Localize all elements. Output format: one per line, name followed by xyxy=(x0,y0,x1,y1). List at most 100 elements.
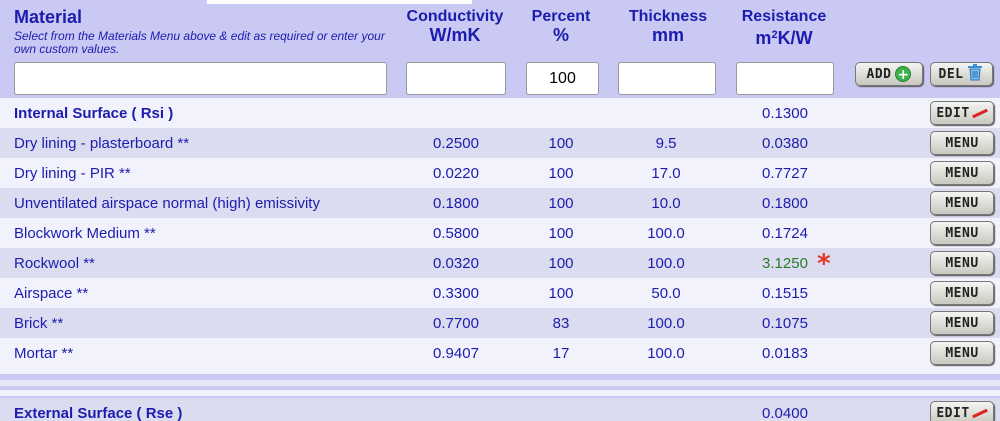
menu-label: MENU xyxy=(945,315,979,331)
table-row: Unventilated airspace normal (high) emis… xyxy=(0,188,1000,218)
layer-resistance: 3.1250 xyxy=(762,255,808,272)
add-button[interactable]: ADD + xyxy=(855,62,923,86)
layer-name: Brick ** xyxy=(14,315,64,332)
layer-resistance: 0.7727 xyxy=(762,165,808,182)
table-row: Dry lining - plasterboard ** 0.2500 100 9.5… xyxy=(0,128,1000,158)
resistance-unit-suffix: K/W xyxy=(777,28,813,48)
layer-resistance: 0.0380 xyxy=(762,135,808,152)
menu-button[interactable]: MENU xyxy=(930,281,994,305)
table-header: Material Select from the Materials Menu … xyxy=(0,0,1000,98)
layer-percent: 100 xyxy=(548,135,574,152)
percent-heading: Percent % xyxy=(520,7,602,45)
resistance-unit-prefix: m xyxy=(755,28,772,48)
layer-thickness: 10.0 xyxy=(651,195,681,212)
layer-thickness: 9.5 xyxy=(655,135,677,152)
external-surface-resistance: 0.0400 xyxy=(762,405,808,421)
layer-resistance: 0.0183 xyxy=(762,345,808,362)
layer-resistance: 0.1075 xyxy=(762,315,808,332)
layer-percent: 100 xyxy=(548,255,574,272)
menu-button[interactable]: MENU xyxy=(930,341,994,365)
layer-percent: 100 xyxy=(548,195,574,212)
layer-name: Airspace ** xyxy=(14,285,89,302)
add-label: ADD xyxy=(866,66,892,82)
delete-button[interactable]: DEL xyxy=(930,62,993,86)
menu-label: MENU xyxy=(945,345,979,361)
menu-label: MENU xyxy=(945,165,979,181)
internal-surface-row: Internal Surface ( Rsi ) 0.1300 EDIT xyxy=(0,98,1000,128)
table-spacer xyxy=(0,368,1000,398)
percent-label: Percent xyxy=(531,8,591,25)
thickness-input[interactable] xyxy=(618,62,716,95)
edit-label: EDIT xyxy=(936,105,970,121)
thickness-label: Thickness xyxy=(628,8,708,25)
menu-button[interactable]: MENU xyxy=(930,191,994,215)
layer-resistance: 0.1800 xyxy=(762,195,808,212)
menu-button[interactable]: MENU xyxy=(930,251,994,275)
layer-thickness: 100.0 xyxy=(647,255,685,272)
layer-conductivity: 0.5800 xyxy=(433,225,479,242)
material-heading: Material xyxy=(14,7,83,27)
menu-label: MENU xyxy=(945,195,979,211)
menu-label: MENU xyxy=(945,285,979,301)
layer-name: Mortar ** xyxy=(14,345,74,362)
material-name-input[interactable] xyxy=(14,62,387,95)
layer-thickness: 100.0 xyxy=(647,225,685,242)
menu-button[interactable]: MENU xyxy=(930,131,994,155)
table-row: Mortar ** 0.9407 17 100.0 0.0183 MENU xyxy=(0,338,1000,368)
layer-name: Blockwork Medium ** xyxy=(14,225,156,242)
layer-thickness: 50.0 xyxy=(651,285,681,302)
thickness-unit: mm xyxy=(651,25,684,45)
edit-button[interactable]: EDIT xyxy=(930,401,994,421)
table-row: Brick ** 0.7700 83 100.0 0.1075 MENU xyxy=(0,308,1000,338)
asterisk-icon: * xyxy=(817,249,831,279)
layer-conductivity: 0.9407 xyxy=(433,345,479,362)
conductivity-input[interactable] xyxy=(406,62,506,95)
resistance-unit: m2K/W xyxy=(734,26,834,48)
resistance-heading: Resistance m2K/W xyxy=(734,7,834,48)
layer-percent: 17 xyxy=(552,345,570,362)
spacer-line xyxy=(0,380,1000,386)
menu-label: MENU xyxy=(945,225,979,241)
layer-conductivity: 0.0220 xyxy=(433,165,479,182)
layer-conductivity: 0.3300 xyxy=(433,285,479,302)
layer-percent: 100 xyxy=(548,225,574,242)
menu-button[interactable]: MENU xyxy=(930,311,994,335)
table-row: Airspace ** 0.3300 100 50.0 0.1515 MENU xyxy=(0,278,1000,308)
plus-icon: + xyxy=(895,66,912,83)
layer-conductivity: 0.0320 xyxy=(433,255,479,272)
menu-button[interactable]: MENU xyxy=(930,161,994,185)
menu-label: MENU xyxy=(945,255,979,271)
table-row: Rockwool ** 0.0320 100 100.0 3.1250 * MENU xyxy=(0,248,1000,279)
layer-thickness: 17.0 xyxy=(651,165,681,182)
edit-button[interactable]: EDIT xyxy=(930,101,994,125)
layer-conductivity: 0.1800 xyxy=(433,195,479,212)
layer-name: Rockwool ** xyxy=(14,255,95,272)
layers-table: Internal Surface ( Rsi ) 0.1300 EDIT Dry… xyxy=(0,98,1000,421)
layer-percent: 100 xyxy=(548,165,574,182)
external-surface-name: External Surface ( Rse ) xyxy=(14,405,183,421)
del-label: DEL xyxy=(938,66,964,82)
layer-name: Dry lining - PIR ** xyxy=(14,165,131,182)
layer-thickness: 100.0 xyxy=(647,315,685,332)
menu-button[interactable]: MENU xyxy=(930,221,994,245)
layer-conductivity: 0.2500 xyxy=(433,135,479,152)
external-surface-row: External Surface ( Rse ) 0.0400 EDIT xyxy=(0,398,1000,421)
layer-resistance: 0.1724 xyxy=(762,225,808,242)
spacer-line xyxy=(0,390,1000,396)
conductivity-unit: W/mK xyxy=(429,25,481,45)
conductivity-heading: Conductivity W/mK xyxy=(404,7,506,45)
edit-label: EDIT xyxy=(936,405,970,421)
internal-surface-resistance: 0.1300 xyxy=(762,105,808,122)
table-row: Blockwork Medium ** 0.5800 100 100.0 0.1724 M… xyxy=(0,218,1000,248)
pencil-icon xyxy=(971,108,988,118)
layer-name: Dry lining - plasterboard ** xyxy=(14,135,190,152)
layer-thickness: 100.0 xyxy=(647,345,685,362)
layer-conductivity: 0.7700 xyxy=(433,315,479,332)
layer-resistance: 0.1515 xyxy=(762,285,808,302)
internal-surface-name: Internal Surface ( Rsi ) xyxy=(14,105,174,122)
percent-unit: % xyxy=(552,25,569,45)
percent-input[interactable] xyxy=(526,62,599,95)
resistance-input[interactable] xyxy=(736,62,834,95)
menu-label: MENU xyxy=(945,135,979,151)
top-strip xyxy=(207,0,472,4)
